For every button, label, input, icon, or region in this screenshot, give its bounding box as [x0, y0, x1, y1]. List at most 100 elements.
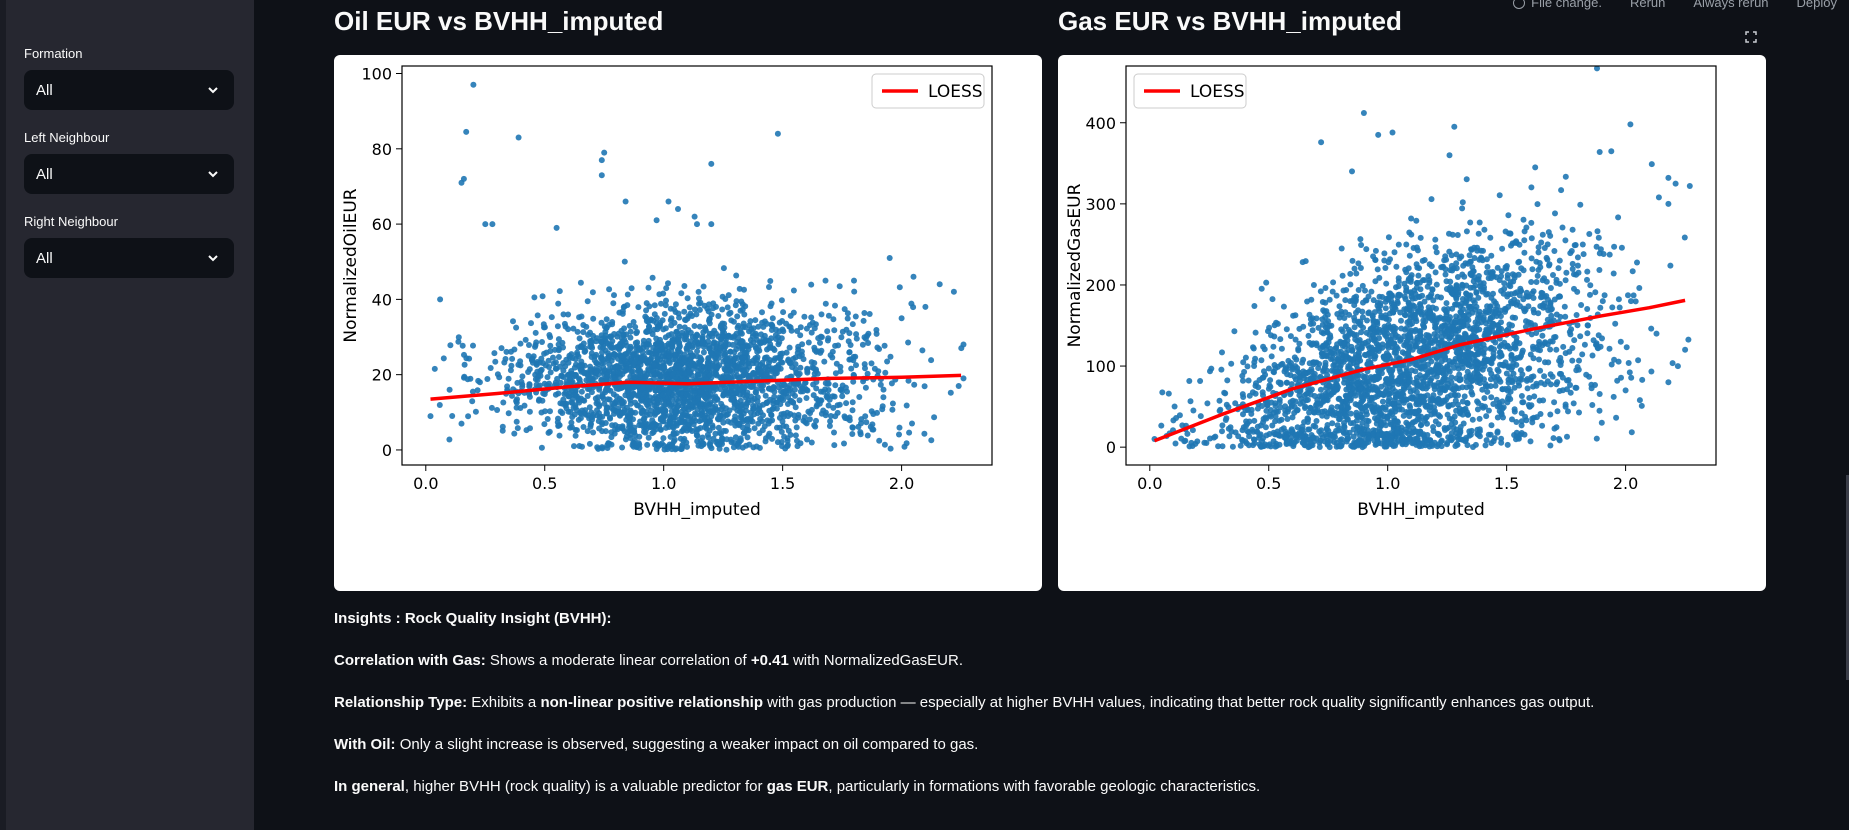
- data-point: [736, 285, 743, 292]
- data-point: [659, 353, 666, 360]
- data-point: [608, 429, 615, 436]
- gas-chart-card: 0.0 0.5 1.0 1.5 2.0 0 100 200 300 400 BVHH_imputed…: [1058, 55, 1766, 591]
- data-point: [826, 423, 833, 429]
- data-point: [762, 392, 769, 399]
- data-point: [541, 421, 548, 428]
- data-point: [681, 283, 688, 289]
- data-point: [517, 340, 524, 347]
- data-point: [623, 365, 630, 372]
- data-point: [1341, 423, 1348, 430]
- data-point: [766, 284, 772, 290]
- data-point: [743, 426, 750, 433]
- chevron-down-icon: [208, 171, 218, 178]
- data-point: [797, 364, 804, 371]
- deploy-button[interactable]: Deploy: [1796, 0, 1837, 10]
- data-point: [1395, 241, 1402, 248]
- data-point: [1491, 298, 1498, 305]
- data-point: [768, 412, 775, 419]
- data-point: [555, 300, 562, 307]
- data-point: [853, 335, 860, 342]
- data-point: [1634, 259, 1640, 266]
- left-neighbour-select[interactable]: All: [24, 154, 234, 194]
- data-point: [1446, 415, 1453, 422]
- data-point: [748, 393, 755, 400]
- data-point: [706, 408, 713, 415]
- data-point: [1596, 250, 1603, 257]
- data-point: [648, 422, 655, 429]
- always-rerun-button[interactable]: Always rerun: [1693, 0, 1769, 10]
- chevron-down-icon: [208, 255, 218, 262]
- data-point: [532, 371, 539, 378]
- data-point: [1440, 376, 1447, 383]
- data-point: [737, 437, 744, 444]
- data-point: [1457, 436, 1464, 443]
- data-point: [836, 283, 843, 290]
- rerun-button[interactable]: Rerun: [1629, 0, 1666, 10]
- data-point: [584, 393, 591, 399]
- data-point: [525, 369, 532, 375]
- data-point: [1353, 270, 1360, 277]
- data-point: [1556, 257, 1563, 264]
- data-point: [1504, 293, 1511, 300]
- data-point: [1536, 397, 1543, 404]
- data-point: [1584, 306, 1591, 312]
- data-point: [659, 391, 666, 398]
- data-point: [557, 408, 564, 415]
- data-point: [580, 369, 587, 376]
- data-point: [733, 298, 740, 305]
- data-point: [1472, 441, 1479, 448]
- data-point: [1393, 263, 1400, 270]
- data-point: [590, 429, 597, 436]
- data-point: [622, 409, 629, 416]
- data-point: [1386, 324, 1393, 331]
- data-point: [849, 321, 856, 328]
- data-point: [1669, 360, 1676, 367]
- data-point: [716, 350, 723, 357]
- data-point: [1520, 216, 1527, 223]
- oil-chart-card: 0.0 0.5 1.0 1.5 2.0 0 20 40 60 80 100 BVHH_imputed N…: [334, 55, 1042, 591]
- data-point: [1352, 336, 1359, 343]
- data-point: [1446, 286, 1453, 293]
- data-point: [831, 442, 838, 449]
- data-point: [643, 318, 650, 324]
- data-point: [708, 221, 715, 228]
- data-point: [567, 424, 574, 431]
- data-point: [783, 390, 790, 397]
- data-point: [779, 443, 785, 450]
- data-point: [903, 402, 910, 409]
- data-point: [753, 443, 760, 450]
- right-neighbour-value: All: [36, 249, 53, 267]
- data-point: [700, 349, 707, 356]
- data-point: [1539, 277, 1546, 284]
- data-point: [754, 356, 760, 363]
- data-point: [1406, 252, 1413, 259]
- data-point: [790, 287, 797, 294]
- data-point: [1494, 366, 1501, 373]
- data-point: [730, 444, 737, 451]
- data-point: [737, 414, 744, 421]
- data-point: [1547, 232, 1554, 239]
- formation-select[interactable]: All: [24, 70, 234, 110]
- data-point: [627, 328, 634, 335]
- data-point: [1258, 285, 1265, 292]
- data-point: [1407, 334, 1414, 341]
- data-point: [760, 401, 767, 408]
- data-point: [1251, 303, 1258, 309]
- data-point: [1616, 304, 1623, 311]
- data-point: [1569, 266, 1576, 272]
- data-point: [1221, 389, 1228, 396]
- data-point: [877, 381, 884, 388]
- data-point: [880, 394, 887, 401]
- data-point: [1415, 272, 1422, 279]
- data-point: [1442, 271, 1449, 278]
- data-point: [803, 395, 810, 401]
- data-point: [857, 429, 864, 436]
- data-point: [1224, 377, 1231, 384]
- data-point: [536, 396, 543, 403]
- data-point: [694, 332, 701, 339]
- data-point: [587, 340, 594, 347]
- fullscreen-button[interactable]: [1740, 26, 1762, 48]
- right-neighbour-select[interactable]: All: [24, 238, 234, 278]
- data-point: [1611, 356, 1618, 363]
- data-point: [673, 430, 680, 437]
